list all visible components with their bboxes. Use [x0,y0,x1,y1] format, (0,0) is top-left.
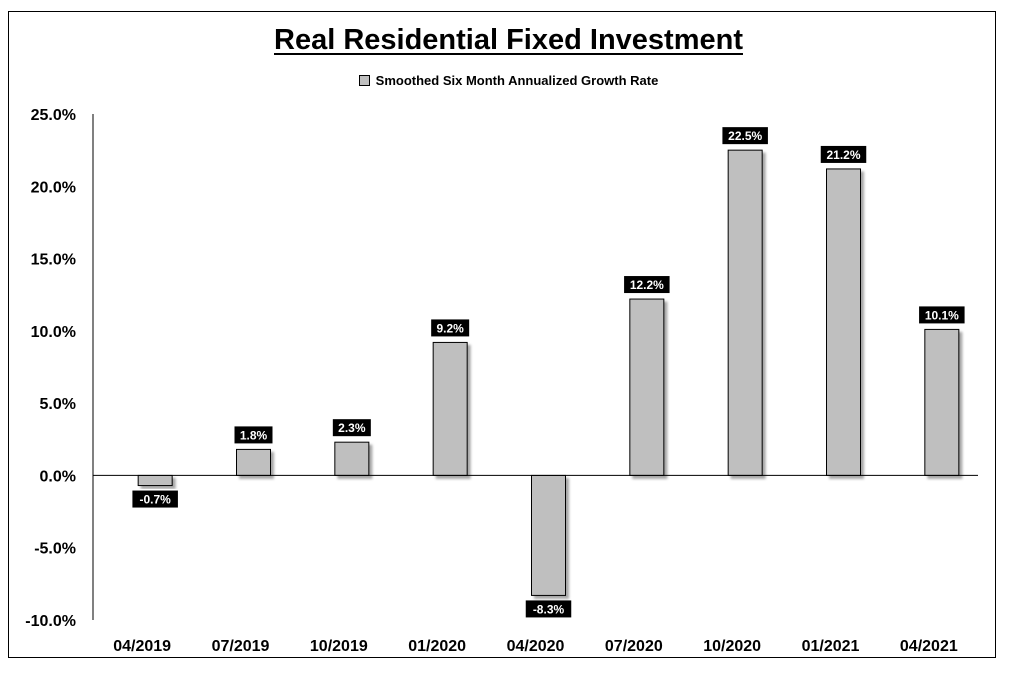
data-label: 1.8% [234,426,273,444]
data-label-box [820,145,867,163]
x-tick-label: 07/2019 [212,638,270,655]
legend-swatch [358,75,370,86]
y-tick-label: 15.0% [31,252,76,269]
data-label-text: 12.2% [630,278,664,292]
y-axis-ticks: 25.0% 20.0% 15.0% 10.0% 5.0% 0.0% -5.0% -10.0% [25,107,76,630]
data-label: 9.2% [431,319,470,337]
x-tick-label: 10/2019 [310,638,368,655]
data-label-text: 10.1% [925,308,959,322]
data-label: 12.2% [624,276,670,294]
bar [531,474,566,596]
bar [826,168,861,476]
y-tick-label: 0.0% [40,468,76,485]
data-label-text: 9.2% [436,321,464,335]
x-tick-label: 04/2020 [507,638,565,655]
bar [432,341,468,476]
data-label-text: 22.5% [728,129,762,143]
x-tick-label: 04/2021 [900,638,958,655]
data-label-text: -0.7% [139,493,171,507]
x-tick-label: 01/2021 [802,638,860,655]
y-tick-label: -10.0% [25,613,76,630]
data-label-box [624,276,670,294]
y-tick-label: 5.0% [40,396,76,413]
data-label-text: 21.2% [826,148,860,162]
bar [629,298,665,476]
x-tick-label: 01/2020 [408,638,466,655]
data-label-text: -8.3% [533,602,565,616]
y-tick-label: 10.0% [31,324,76,341]
x-tick-label: 04/2019 [113,638,171,655]
x-axis-ticks: 04/2019 07/2019 10/2019 01/2020 04/2020 07/20… [113,638,958,655]
data-label: 2.3% [332,419,371,437]
data-label-text: 2.3% [338,421,366,435]
data-label: 21.2% [820,145,867,163]
legend-label: Smoothed Six Month Annualized Growth Rat… [375,73,659,88]
x-tick-label: 10/2020 [703,638,761,655]
data-label-box [332,419,371,437]
bar [236,448,271,476]
bar [334,441,370,476]
data-label: 22.5% [722,127,768,145]
data-labels: -0.7% 1.8% 2.3% 9.2% -8.3% 12.2% 22.5% 21.2% 10.… [132,127,965,618]
data-label: -8.3% [525,600,572,618]
data-label-box [132,490,178,508]
chart-legend: Smoothed Six Month Annualized Growth Rat… [0,73,1017,88]
data-label-box [431,319,470,337]
y-tick-label: 20.0% [31,179,76,196]
x-tick-label: 07/2020 [605,638,663,655]
data-label: 10.1% [919,306,965,324]
chart-title: Real Residential Fixed Investment [274,24,743,56]
data-label: -0.7% [132,490,178,508]
data-label-box [722,127,768,145]
data-label-box [525,600,572,618]
data-label-text: 1.8% [240,428,268,442]
bar [727,149,763,476]
bars [137,149,960,596]
data-label-box [919,306,965,324]
bar [924,328,960,476]
y-tick-label: 25.0% [31,107,76,124]
bar [137,474,173,487]
y-tick-label: -5.0% [34,541,76,558]
data-label-box [234,426,273,444]
